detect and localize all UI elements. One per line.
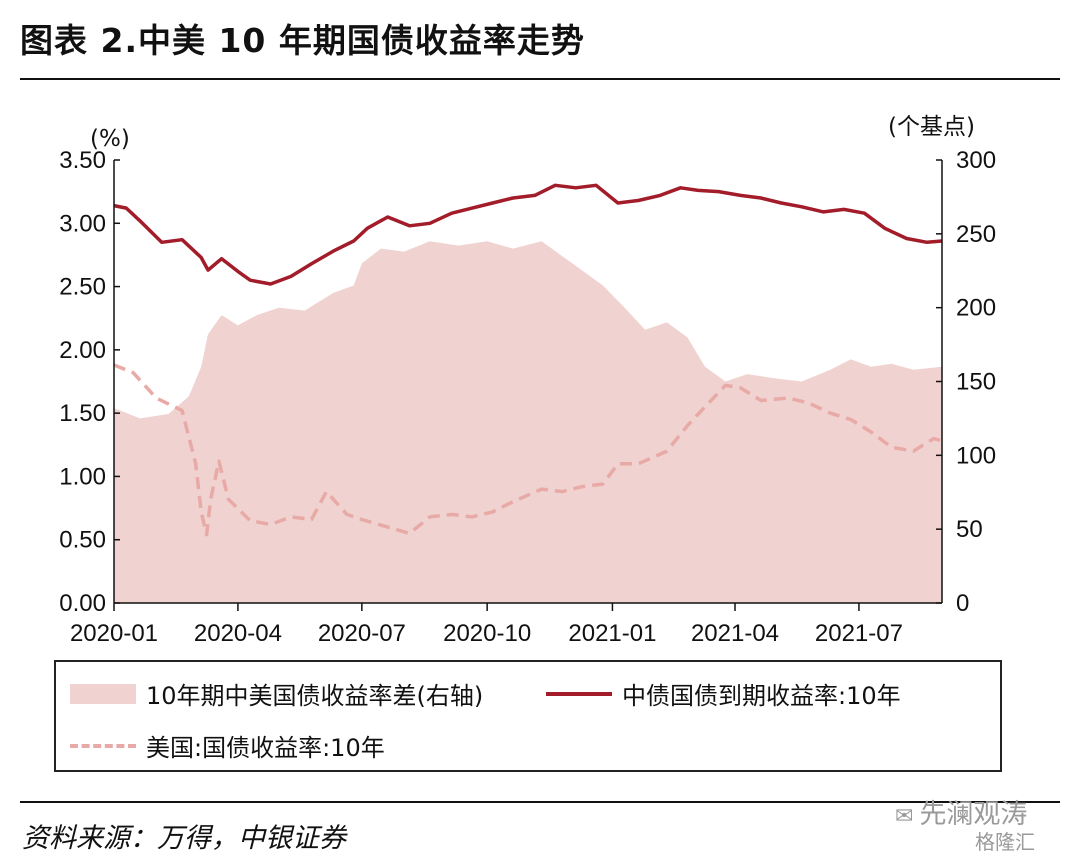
x-tick-label: 2020-10 — [443, 620, 531, 647]
x-tick-label: 2021-04 — [691, 620, 779, 647]
series-china-10y-line — [113, 183, 943, 286]
right-tick-label: 300 — [956, 147, 996, 174]
legend-label-us: 美国:国债收益率:10年 — [146, 734, 385, 762]
watermark-brand: 先澜观涛 — [919, 799, 1028, 830]
x-tick-label: 2021-07 — [815, 620, 903, 647]
right-tick-label: 250 — [956, 221, 996, 248]
legend-item-us: 美国:国债收益率:10年 — [70, 728, 385, 763]
legend: 10年期中美国债收益率差(右轴) 中债国债到期收益率:10年 美国:国债收益率:… — [54, 660, 1002, 772]
left-tick-label: 3.00 — [59, 210, 106, 237]
left-tick-label: 3.50 — [59, 147, 106, 174]
x-tick-label: 2021-01 — [568, 620, 656, 647]
x-tick-label: 2020-01 — [70, 620, 158, 647]
legend-item-china: 中债国债到期收益率:10年 — [546, 676, 901, 711]
left-tick-label: 1.00 — [59, 463, 106, 490]
left-tick-label: 2.00 — [59, 337, 106, 364]
right-tick-label: 50 — [956, 516, 983, 543]
legend-label-china: 中债国债到期收益率:10年 — [622, 682, 901, 710]
spread-area-layer — [114, 241, 942, 603]
ticks-layer: 3.50 3.00 2.50 2.00 1.50 1.00 0.50 0.00 300 250 20… — [59, 147, 996, 647]
legend-swatch-spread — [70, 683, 136, 704]
right-tick-label: 0 — [956, 590, 969, 617]
left-tick-label: 0.50 — [59, 527, 106, 554]
chart-area: (%) (个基点) 3.50 3.00 2.50 2.00 1.50 1.00 0.50 0.… — [59, 114, 996, 647]
legend-label-spread: 10年期中美国债收益率差(右轴) — [146, 682, 484, 710]
left-axis-unit: (%) — [90, 126, 130, 152]
right-tick-label: 200 — [956, 295, 996, 322]
figure-title: 图表 2.中美 10 年期国债收益率走势 — [20, 21, 585, 60]
title-rule — [20, 78, 1060, 80]
x-tick-label: 2020-07 — [318, 620, 406, 647]
source-rule — [20, 801, 1060, 803]
line-layer — [113, 183, 943, 537]
right-axis-unit: (个基点) — [888, 114, 975, 140]
legend-item-spread: 10年期中美国债收益率差(右轴) — [70, 676, 483, 711]
watermark-sub: 格隆汇 — [975, 830, 1035, 854]
right-tick-label: 150 — [956, 369, 996, 396]
series-us-10y-line — [113, 363, 943, 537]
left-tick-label: 0.00 — [59, 590, 106, 617]
legend-swatch-us — [70, 743, 136, 748]
watermark: ✉ 先澜观涛 — [895, 792, 1027, 831]
source-note: 资料来源：万得，中银证券 — [22, 823, 346, 854]
axes-layer: (%) (个基点) — [90, 114, 975, 604]
right-tick-label: 100 — [956, 442, 996, 469]
legend-swatch-china — [546, 691, 612, 696]
series-spread-area — [114, 241, 942, 603]
left-tick-label: 1.50 — [59, 400, 106, 427]
wechat-icon: ✉ — [895, 804, 914, 829]
left-tick-label: 2.50 — [59, 274, 106, 301]
x-tick-label: 2020-04 — [194, 620, 282, 647]
